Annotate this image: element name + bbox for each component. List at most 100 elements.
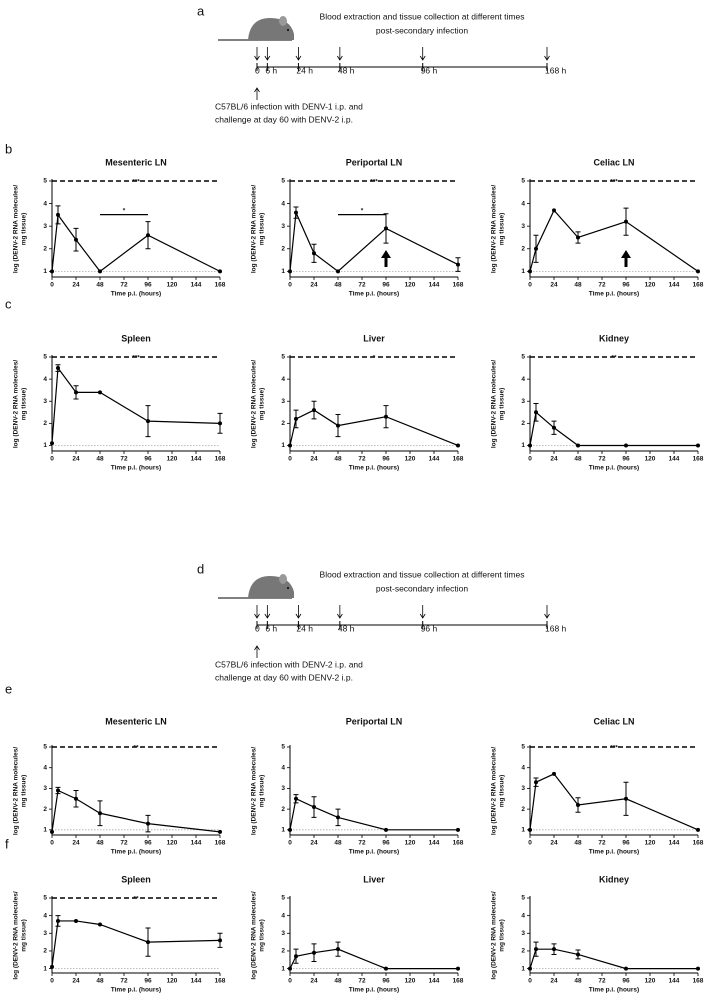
data-point <box>528 269 532 274</box>
y-tick-label: 3 <box>43 223 47 230</box>
y-tick-label: 3 <box>43 398 47 405</box>
y-tick-label: 5 <box>43 744 47 751</box>
infection-arrow-head <box>254 645 260 651</box>
y-tick-label: 3 <box>281 223 285 230</box>
significance-label: *** <box>132 179 140 186</box>
x-tick-label: 48 <box>574 282 582 289</box>
x-tick-label: 24 <box>310 978 318 985</box>
data-point <box>528 966 532 971</box>
x-tick-label: 72 <box>598 840 606 847</box>
data-point <box>294 416 298 421</box>
timeline-note: C57BL/6 infection with DENV-1 i.p. and <box>215 101 363 111</box>
chart-title: Kidney <box>599 333 629 343</box>
chart-title: Spleen <box>121 874 151 884</box>
y-axis-label: mg tissue) <box>499 388 506 421</box>
data-point <box>336 269 340 274</box>
x-tick-label: 120 <box>167 456 178 463</box>
significance-label: *** <box>610 745 618 752</box>
data-point <box>576 443 580 448</box>
x-tick-label: 144 <box>191 456 202 463</box>
mouse-eye <box>287 587 289 589</box>
chart-title: Liver <box>363 874 385 884</box>
y-tick-label: 4 <box>281 912 285 919</box>
x-axis-label: Time p.i. (hours) <box>349 465 399 472</box>
timeline-label: 48 h <box>338 65 355 75</box>
chart-title: Kidney <box>599 874 629 884</box>
x-tick-label: 72 <box>358 978 366 985</box>
x-tick-label: 24 <box>550 840 558 847</box>
sampling-arrow-head <box>254 55 260 61</box>
x-tick-label: 144 <box>191 978 202 985</box>
x-tick-label: 120 <box>405 456 416 463</box>
y-tick-label: 2 <box>43 245 47 252</box>
y-axis-label: mg tissue) <box>499 775 506 808</box>
y-tick-label: 1 <box>281 442 285 449</box>
data-point <box>288 443 292 448</box>
y-tick-label: 1 <box>43 442 47 449</box>
y-tick-label: 1 <box>43 965 47 972</box>
y-tick-label: 5 <box>521 744 525 751</box>
timeline-label: 0 <box>255 623 260 633</box>
data-point <box>312 950 316 955</box>
sampling-arrow-head <box>254 613 260 619</box>
y-tick-label: 2 <box>281 948 285 955</box>
sampling-arrow-head <box>295 55 302 61</box>
x-tick-label: 72 <box>598 978 606 985</box>
mouse-body <box>248 576 294 598</box>
data-point <box>534 947 538 952</box>
y-tick-label: 5 <box>281 354 285 361</box>
data-line <box>529 209 699 272</box>
y-tick-label: 5 <box>521 895 525 902</box>
chart-title: Spleen <box>121 333 151 343</box>
x-tick-label: 96 <box>144 840 152 847</box>
x-tick-label: 144 <box>429 978 440 985</box>
x-tick-label: 24 <box>72 456 80 463</box>
data-point <box>218 421 222 426</box>
x-tick-label: 144 <box>429 456 440 463</box>
y-tick-label: 2 <box>521 245 525 252</box>
y-axis-label: mg tissue) <box>21 919 28 952</box>
x-tick-label: 120 <box>405 282 416 289</box>
x-tick-label: 96 <box>382 282 390 289</box>
data-point <box>312 805 316 810</box>
y-axis-label: log (DENV-2 RNA molecules/ <box>491 185 498 273</box>
data-line <box>529 411 698 447</box>
y-axis-label: log (DENV-2 RNA molecules/ <box>13 747 20 835</box>
data-point <box>56 918 60 923</box>
significance-label: ** <box>133 896 139 903</box>
y-tick-label: 3 <box>521 930 525 937</box>
data-point <box>146 821 150 826</box>
y-tick-label: 1 <box>281 965 285 972</box>
bracket-label: * <box>123 207 126 214</box>
x-axis-label: Time p.i. (hours) <box>589 291 639 298</box>
data-point <box>456 827 460 832</box>
data-point <box>312 251 316 256</box>
data-point <box>534 780 538 785</box>
data-point <box>696 269 700 274</box>
data-point <box>552 425 556 430</box>
data-line <box>51 920 221 967</box>
sampling-arrow-head <box>544 613 550 619</box>
data-point <box>294 210 298 215</box>
data-point <box>146 233 150 238</box>
data-point <box>312 408 316 413</box>
x-tick-label: 168 <box>453 456 464 463</box>
x-tick-label: 120 <box>167 840 178 847</box>
y-axis-label: mg tissue) <box>259 213 266 246</box>
y-tick-label: 1 <box>281 827 285 834</box>
y-axis-label: mg tissue) <box>499 213 506 246</box>
x-tick-label: 48 <box>574 978 582 985</box>
timeline-note: challenge at day 60 with DENV-2 i.p. <box>215 114 353 124</box>
timeline-note: challenge at day 60 with DENV-2 i.p. <box>215 672 353 682</box>
y-axis-label: mg tissue) <box>499 919 506 952</box>
x-tick-label: 120 <box>645 456 656 463</box>
y-tick-label: 3 <box>521 398 525 405</box>
chart-title: Periportal LN <box>346 157 403 167</box>
x-tick-label: 24 <box>550 978 558 985</box>
y-axis-label: mg tissue) <box>21 213 28 246</box>
x-tick-label: 120 <box>645 978 656 985</box>
x-tick-label: 24 <box>550 456 558 463</box>
x-tick-label: 168 <box>693 840 704 847</box>
x-tick-label: 24 <box>72 840 80 847</box>
